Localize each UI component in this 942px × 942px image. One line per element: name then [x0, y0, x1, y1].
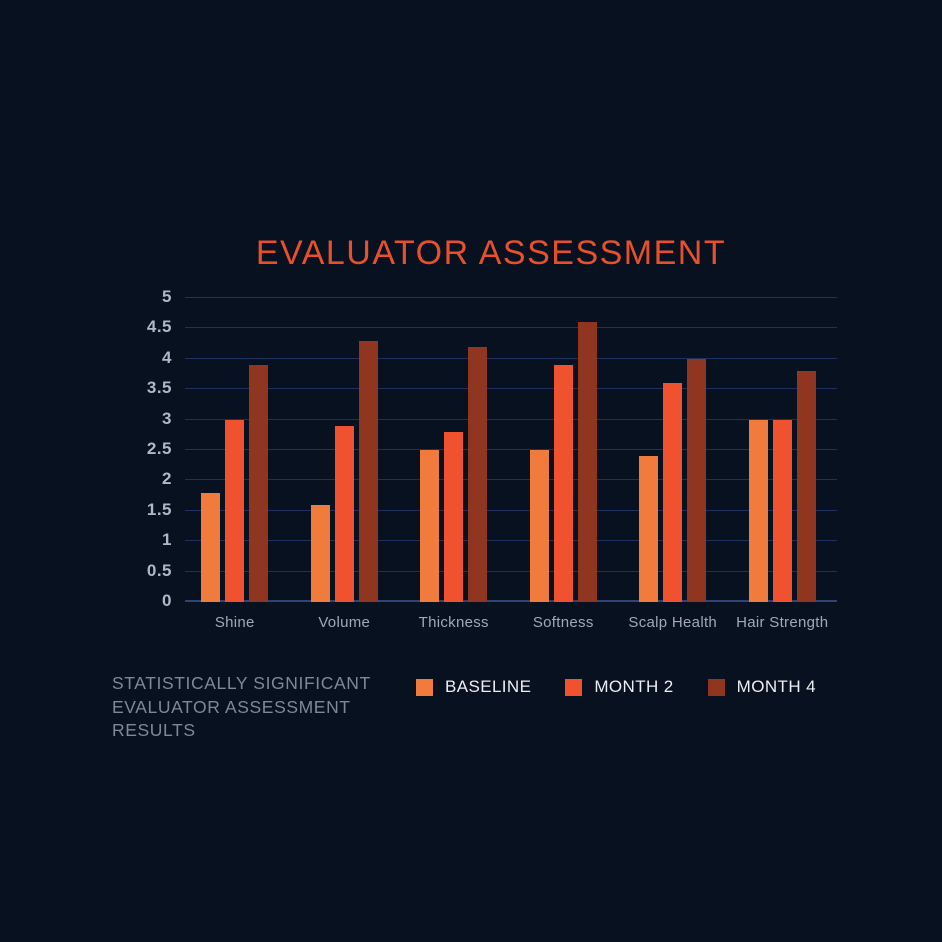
x-axis-label-hair-strength: Hair Strength [736, 614, 829, 631]
x-axis-label-scalp-health: Scalp Health [628, 614, 718, 631]
y-axis-tick-label: 0 [162, 591, 172, 610]
gridline [185, 418, 837, 420]
legend-label: BASELINE [445, 677, 532, 696]
bar-month-4-scalp-health [687, 358, 707, 602]
bar-month-4-volume [358, 340, 378, 602]
x-axis: Shine Volume Thickness Softness Scalp Health… [180, 614, 837, 631]
bars-row [180, 298, 837, 602]
bar-baseline-scalp-health [639, 456, 659, 602]
legend-item-month-4: MONTH 4 [707, 677, 816, 697]
legend-label: MONTH 2 [594, 677, 674, 696]
x-axis-label-softness: Softness [532, 614, 594, 631]
y-axis-tick-label: 1 [162, 530, 172, 550]
x-axis-baseline [185, 600, 837, 602]
caption-line: STATISTICALLY SIGNIFICANT [112, 673, 371, 693]
bar-month-2-scalp-health [663, 383, 683, 602]
bar-baseline-shine [201, 492, 221, 602]
legend-swatch-icon [565, 678, 583, 696]
bar-month-2-shine [225, 419, 245, 602]
bar-month-4-softness [577, 322, 597, 602]
chart-caption: STATISTICALLY SIGNIFICANT EVALUATOR ASSE… [112, 672, 371, 743]
y-axis-tick-label: 3 [162, 408, 172, 428]
x-axis-label-shine: Shine [214, 614, 255, 631]
caption-line: EVALUATOR ASSESSMENT [112, 696, 351, 717]
gridline [185, 570, 837, 572]
bar-group-volume [290, 298, 400, 602]
gridline [185, 509, 837, 511]
y-axis-tick-label: 0.5 [146, 560, 172, 580]
legend-item-baseline: BASELINE [416, 677, 531, 697]
gridline [185, 357, 837, 359]
y-axis: 0 0.5 1 1.5 2 2.5 3 3.5 4 4.5 5 [0, 287, 172, 610]
bar-group-shine [180, 298, 290, 602]
bar-baseline-volume [310, 504, 330, 602]
gridline [185, 388, 837, 390]
y-axis-tick-label: 4 [162, 347, 172, 367]
x-axis-label-volume: Volume [318, 614, 371, 631]
gridline [185, 479, 837, 481]
bar-month-2-volume [334, 425, 354, 602]
gridline [185, 540, 837, 542]
chart-legend: BASELINE MONTH 2 MONTH 4 [416, 677, 816, 697]
bar-baseline-thickness [420, 450, 440, 602]
y-axis-tick-label: 4.5 [146, 317, 172, 337]
x-axis-label-thickness: Thickness [418, 614, 489, 631]
legend-label: MONTH 4 [736, 677, 816, 696]
y-axis-tick-label: 2.5 [146, 439, 172, 458]
bar-month-2-softness [553, 364, 573, 602]
legend-item-month-2: MONTH 2 [565, 677, 673, 697]
gridline [185, 297, 837, 298]
y-axis-tick-label: 5 [162, 287, 172, 306]
legend-swatch-icon [416, 678, 433, 696]
bar-month-4-thickness [468, 346, 488, 602]
bar-month-2-thickness [444, 431, 464, 602]
gridline [185, 449, 837, 450]
caption-line: RESULTS [112, 720, 196, 740]
bar-month-4-shine [249, 364, 269, 602]
bar-group-scalp-health [618, 298, 728, 602]
plot-area [180, 297, 837, 602]
chart-title: EVALUATOR ASSESSMENT [255, 234, 727, 272]
legend-swatch-icon [707, 678, 725, 696]
bar-month-4-hair-strength [796, 370, 816, 602]
bar-group-hair-strength [728, 298, 838, 602]
y-axis-tick-label: 1.5 [146, 499, 172, 519]
y-axis-tick-label: 2 [162, 469, 172, 489]
gridline [185, 327, 837, 329]
bar-group-thickness [399, 298, 509, 602]
bar-month-2-hair-strength [772, 419, 792, 602]
bar-baseline-hair-strength [748, 419, 768, 602]
y-axis-tick-label: 3.5 [146, 378, 172, 398]
bar-baseline-softness [529, 450, 549, 602]
bar-group-softness [509, 298, 619, 602]
